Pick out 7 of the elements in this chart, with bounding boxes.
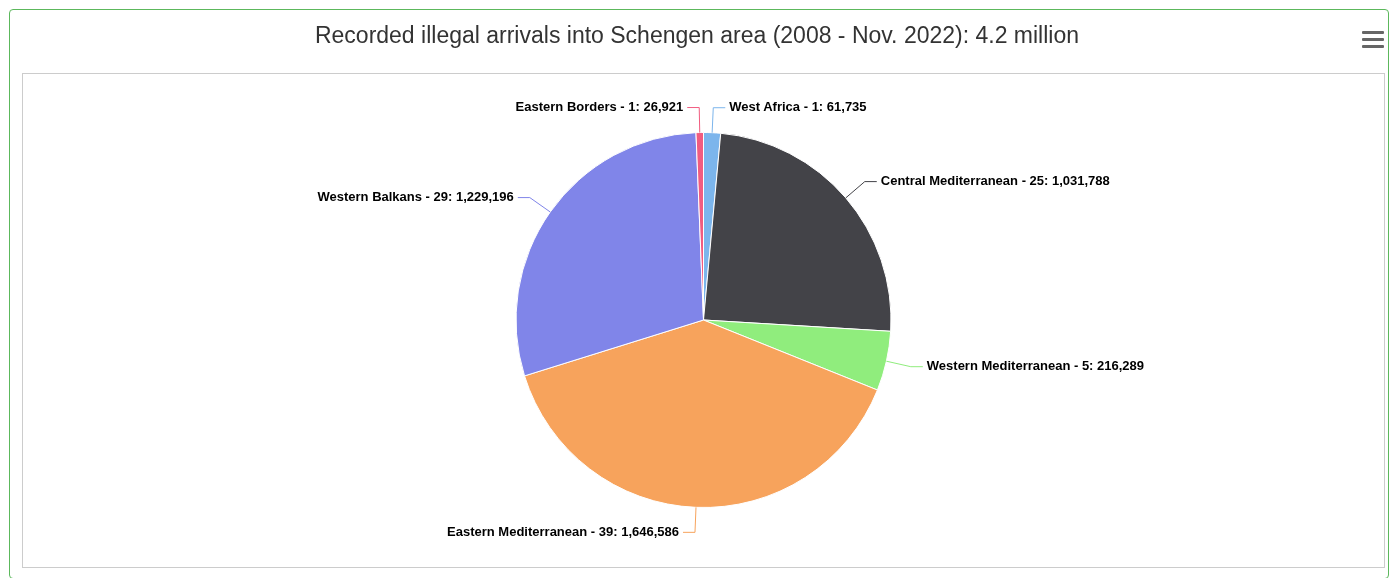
chart-title: Recorded illegal arrivals into Schengen area (2008 - Nov. 2022): 4.2 million xyxy=(313,22,1081,49)
slice-label: Western Balkans - 29: 1,229,196 xyxy=(317,189,514,205)
slice-label: Western Mediterranean - 5: 216,289 xyxy=(926,358,1145,374)
slice-label: West Africa - 1: 61,735 xyxy=(729,99,867,115)
slice-label: Central Mediterranean - 25: 1,031,788 xyxy=(880,173,1110,189)
slice-label: Eastern Borders - 1: 26,921 xyxy=(515,99,684,115)
slice-label: Eastern Mediterranean - 39: 1,646,586 xyxy=(447,523,679,539)
